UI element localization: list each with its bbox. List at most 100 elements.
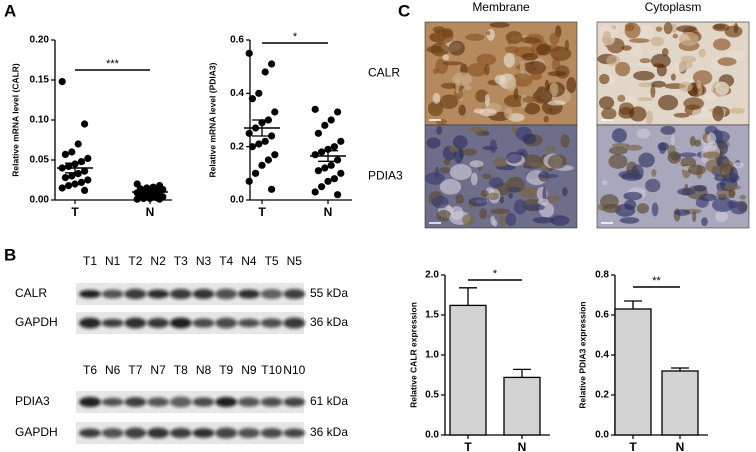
tissue-texture	[663, 22, 673, 35]
row-label: PDIA3	[368, 169, 403, 183]
tissue-texture	[511, 125, 517, 135]
tissue-texture	[621, 45, 632, 51]
tissue-texture	[679, 81, 693, 92]
tissue-texture	[729, 166, 738, 183]
y-tick-label: 0.15	[30, 75, 50, 86]
tissue-texture	[624, 199, 637, 211]
tissue-texture	[547, 154, 567, 169]
data-point	[321, 164, 329, 172]
protein-label: PDIA3	[15, 394, 50, 408]
blot-band	[283, 288, 306, 300]
tissue-texture	[499, 196, 505, 204]
tissue-texture	[432, 68, 439, 75]
tissue-texture	[617, 94, 626, 103]
lane-label: T7	[128, 363, 142, 377]
tissue-texture	[624, 22, 641, 39]
tissue-texture	[507, 186, 521, 193]
x-tick-label: N	[518, 440, 527, 452]
data-point	[61, 150, 69, 158]
blot-band	[79, 317, 101, 329]
bar	[614, 308, 652, 436]
y-tick-label: 0.0	[595, 430, 609, 441]
tissue-texture	[672, 33, 679, 39]
tissue-texture	[544, 79, 550, 91]
data-point	[77, 158, 85, 166]
tissue-texture	[636, 128, 651, 139]
blot-band	[79, 396, 101, 408]
y-tick-label: 1.5	[425, 310, 439, 321]
tissue-texture	[504, 107, 513, 120]
blot-band	[147, 289, 170, 299]
blot-band	[237, 289, 260, 299]
x-tick-label: N	[676, 440, 685, 452]
tissue-texture	[729, 201, 748, 215]
tissue-texture	[629, 106, 647, 122]
protein-label: GAPDH	[15, 315, 58, 329]
lane-label: T10	[261, 363, 282, 377]
tissue-texture	[452, 72, 473, 86]
data-point	[337, 137, 345, 145]
blot-band	[124, 317, 147, 329]
tissue-texture	[723, 184, 742, 190]
data-point	[314, 167, 322, 175]
tissue-texture	[657, 94, 679, 111]
tissue-texture	[520, 36, 540, 44]
tissue-texture	[688, 164, 706, 175]
blot-band	[283, 397, 306, 407]
tissue-texture	[430, 42, 450, 57]
data-point	[318, 148, 326, 156]
data-point	[318, 183, 326, 191]
blot-band	[79, 289, 101, 299]
tissue-texture	[487, 192, 500, 201]
tissue-texture	[546, 195, 561, 202]
tissue-texture	[439, 178, 462, 195]
y-tick-label: 0.05	[30, 155, 50, 166]
blot-band	[147, 427, 170, 439]
tissue-texture	[455, 194, 465, 205]
data-point	[58, 78, 66, 86]
tissue-texture	[465, 33, 485, 41]
tissue-texture	[599, 73, 610, 85]
data-point	[327, 116, 335, 124]
bar	[661, 370, 699, 436]
data-point	[314, 129, 322, 137]
tissue-texture	[625, 144, 643, 151]
lane-label: N5	[287, 254, 303, 268]
tissue-texture	[689, 136, 696, 147]
blot-band	[169, 288, 192, 300]
lane-label: T4	[219, 254, 233, 268]
data-point	[268, 185, 276, 193]
tissue-texture	[547, 70, 567, 77]
tissue-texture	[519, 60, 526, 74]
tissue-texture	[673, 112, 690, 118]
data-point	[68, 148, 76, 156]
tissue-texture	[499, 214, 507, 228]
tissue-texture	[677, 187, 696, 196]
tissue-texture	[601, 107, 617, 120]
tissue-texture	[532, 89, 553, 104]
data-point	[327, 161, 335, 169]
tissue-texture	[443, 158, 451, 166]
tissue-texture	[508, 192, 514, 199]
tissue-texture	[631, 44, 643, 57]
data-point	[156, 195, 164, 203]
tissue-texture	[440, 82, 458, 89]
tissue-texture	[628, 38, 650, 43]
tissue-texture	[560, 134, 570, 148]
tissue-texture	[631, 164, 644, 180]
tissue-texture	[704, 125, 718, 136]
tissue-texture	[449, 164, 472, 180]
tissue-texture	[706, 132, 717, 145]
tissue-texture	[468, 197, 488, 207]
tissue-texture	[489, 139, 497, 154]
tissue-texture	[425, 172, 446, 185]
data-point	[268, 60, 276, 68]
blot-band	[260, 397, 283, 407]
blot-band	[215, 397, 238, 407]
data-point	[74, 140, 82, 148]
data-point	[245, 129, 253, 137]
tissue-texture	[503, 53, 515, 68]
size-label: 61 kDa	[310, 394, 348, 408]
tissue-texture	[651, 80, 666, 88]
data-point	[146, 194, 154, 202]
